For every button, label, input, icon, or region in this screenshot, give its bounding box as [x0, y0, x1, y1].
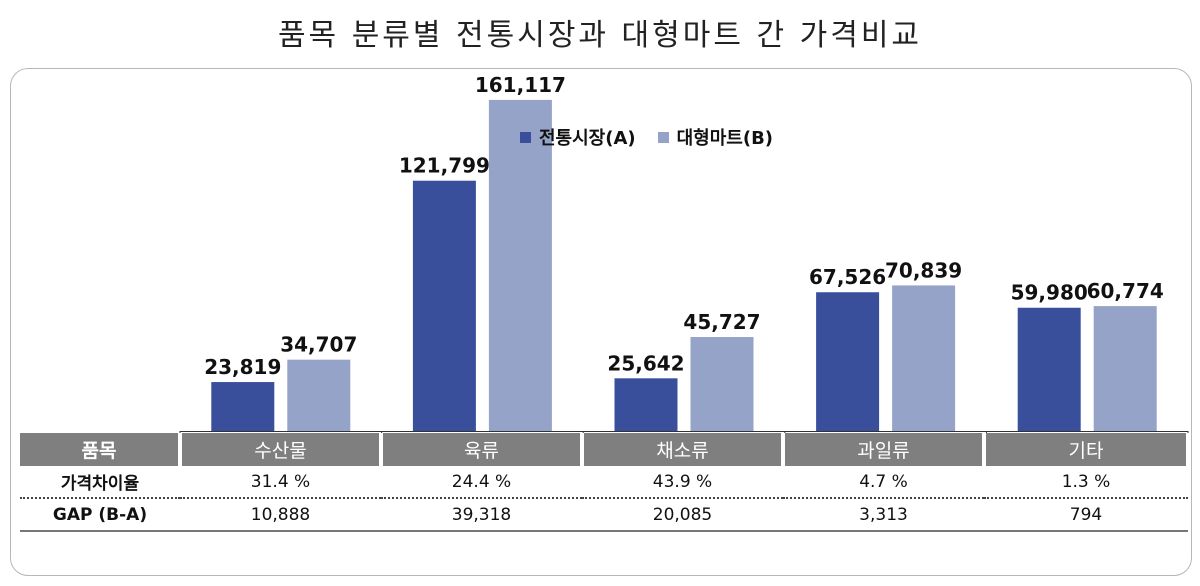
- table-header-row: 품목 수산물 육류 채소류 과일류 기타: [20, 433, 1190, 466]
- table-cell: 24.4 %: [381, 466, 582, 499]
- table-cell: 794: [984, 498, 1188, 532]
- table-cell: 10,888: [180, 498, 381, 532]
- bar-value-label: 59,980: [1011, 281, 1088, 305]
- table-cell: 4.7 %: [783, 466, 984, 499]
- bar-series-b: [488, 99, 552, 431]
- legend-item-series-a: 전통시장(A): [520, 124, 636, 150]
- table-cell: 39,318: [381, 498, 582, 532]
- table-cell: 3,313: [783, 498, 984, 532]
- bar-series-a: [816, 292, 880, 431]
- bar-series-a: [412, 180, 476, 431]
- bar-value-label: 60,774: [1087, 279, 1164, 303]
- bar-value-label: 25,642: [607, 351, 684, 375]
- bar-value-label: 45,727: [683, 310, 760, 334]
- bar-value-label: 23,819: [204, 355, 281, 379]
- page-title: 품목 분류별 전통시장과 대형마트 간 가격비교: [277, 18, 923, 53]
- table-row-label: 가격차이율: [20, 466, 180, 499]
- bar-value-label: 161,117: [475, 73, 566, 97]
- bar-series-a: [211, 382, 275, 431]
- table-header-category: 육류: [379, 433, 584, 466]
- table-row-label: GAP (B-A): [20, 498, 180, 532]
- legend-label-series-a: 전통시장(A): [539, 128, 636, 149]
- bar-series-b: [690, 337, 754, 431]
- data-table: 품목 수산물 육류 채소류 과일류 기타 가격차이율 31.4 % 24.4 %…: [20, 433, 1190, 532]
- table-row-price-gap-rate: 가격차이율 31.4 % 24.4 % 43.9 % 4.7 % 1.3 %: [20, 466, 1188, 499]
- legend-label-series-b: 대형마트(B): [676, 128, 774, 149]
- bar-value-label: 121,799: [399, 154, 490, 178]
- chart-legend: 전통시장(A) 대형마트(B): [520, 124, 773, 150]
- table-header-category: 채소류: [580, 433, 785, 466]
- bar-value-label: 70,839: [885, 258, 962, 282]
- table-header-category: 수산물: [178, 433, 383, 466]
- table-cell: 20,085: [582, 498, 783, 532]
- table-cell: 43.9 %: [582, 466, 783, 499]
- legend-swatch-series-a: [520, 131, 531, 143]
- bar-series-a: [614, 378, 678, 431]
- table-row-gap: GAP (B-A) 10,888 39,318 20,085 3,313 794: [20, 498, 1188, 532]
- bar-value-label: 67,526: [809, 265, 886, 289]
- bar-series-b: [892, 285, 956, 431]
- bar-series-b: [1093, 306, 1157, 431]
- table-header-category: 과일류: [781, 433, 986, 466]
- legend-item-series-b: 대형마트(B): [657, 124, 774, 150]
- table-cell: 31.4 %: [180, 466, 381, 499]
- legend-swatch-series-b: [657, 131, 669, 143]
- table-cell: 1.3 %: [984, 466, 1188, 499]
- table-header-category: 기타: [982, 433, 1190, 466]
- bar-series-a: [1017, 307, 1081, 431]
- table-header-label: 품목: [20, 433, 182, 466]
- bar-value-label: 34,707: [280, 333, 357, 357]
- bar-series-b: [287, 359, 351, 431]
